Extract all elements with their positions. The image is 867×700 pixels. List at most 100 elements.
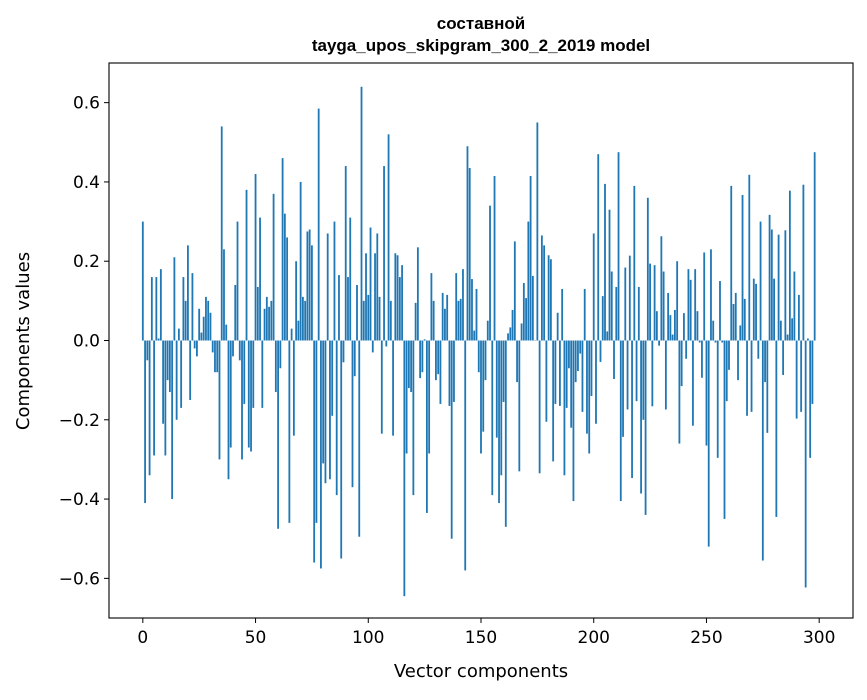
bar	[160, 269, 162, 340]
bar	[379, 297, 381, 341]
bar	[760, 222, 762, 341]
bar	[228, 341, 230, 480]
bar	[503, 341, 505, 402]
bar	[167, 341, 169, 381]
bar	[399, 277, 401, 340]
bar	[757, 341, 759, 359]
bar	[182, 277, 184, 340]
bar	[392, 341, 394, 436]
bar	[300, 182, 302, 341]
bar	[699, 341, 701, 343]
bar	[550, 259, 552, 340]
bar	[532, 276, 534, 341]
y-tick-label: 0.0	[73, 332, 100, 352]
bar	[496, 341, 498, 438]
bar	[419, 341, 421, 379]
bar	[302, 297, 304, 341]
bar	[536, 122, 538, 340]
bar	[291, 329, 293, 341]
bar	[582, 341, 584, 412]
bar	[214, 341, 216, 373]
bar	[237, 222, 239, 341]
bar	[444, 309, 446, 341]
bar	[412, 341, 414, 496]
bar	[658, 341, 660, 346]
bar	[467, 146, 469, 340]
bar	[627, 341, 629, 410]
bar	[793, 272, 795, 341]
bar	[162, 341, 164, 424]
bar	[142, 222, 144, 341]
bar	[559, 341, 561, 406]
bar	[672, 335, 674, 341]
bar	[645, 341, 647, 515]
bar	[367, 295, 369, 341]
bar	[176, 341, 178, 420]
bar	[688, 269, 690, 340]
bar	[327, 233, 329, 340]
bar	[505, 341, 507, 527]
y-tick-label: −0.2	[59, 411, 100, 431]
bar	[343, 341, 345, 363]
bar	[173, 257, 175, 340]
bar	[306, 231, 308, 340]
bar	[724, 341, 726, 519]
bar	[284, 214, 286, 341]
bar	[243, 341, 245, 404]
bar	[144, 341, 146, 504]
bar	[370, 228, 372, 341]
bar	[223, 249, 225, 340]
bar	[385, 341, 387, 347]
bar	[487, 321, 489, 341]
bar	[733, 304, 735, 340]
bar	[275, 341, 277, 393]
bar	[221, 126, 223, 340]
bar	[273, 194, 275, 341]
bar	[728, 341, 730, 370]
bar	[288, 341, 290, 523]
bar	[196, 341, 198, 357]
bar	[338, 275, 340, 340]
bar	[712, 321, 714, 341]
bar	[775, 341, 777, 517]
bar	[656, 311, 658, 340]
bar	[241, 341, 243, 460]
bar	[755, 284, 757, 341]
bar	[198, 309, 200, 341]
bar	[358, 341, 360, 537]
bar	[261, 341, 263, 408]
bar	[232, 341, 234, 357]
bar	[654, 265, 656, 340]
bar	[521, 323, 523, 340]
bar	[773, 279, 775, 341]
x-tick-label: 150	[465, 628, 497, 648]
bar	[595, 341, 597, 424]
bar	[683, 313, 685, 340]
bar	[381, 341, 383, 434]
bar	[255, 174, 257, 341]
bar	[573, 341, 575, 502]
bar	[460, 299, 462, 341]
bar	[320, 341, 322, 569]
bar	[169, 341, 171, 393]
bar	[383, 166, 385, 340]
bar	[345, 166, 347, 340]
bar	[372, 341, 374, 353]
bar	[270, 301, 272, 341]
bar	[807, 339, 809, 341]
y-tick-label: 0.2	[73, 252, 100, 272]
bar	[525, 298, 527, 340]
y-tick-label: 0.4	[73, 173, 100, 193]
bar	[638, 287, 640, 341]
bar	[297, 321, 299, 341]
bar	[435, 341, 437, 381]
bar	[606, 331, 608, 340]
bar	[516, 341, 518, 383]
bar	[602, 296, 604, 340]
bar	[219, 341, 221, 460]
bar	[631, 341, 633, 479]
bar	[480, 341, 482, 454]
bar	[798, 295, 800, 341]
bar	[719, 281, 721, 340]
bar	[397, 255, 399, 340]
